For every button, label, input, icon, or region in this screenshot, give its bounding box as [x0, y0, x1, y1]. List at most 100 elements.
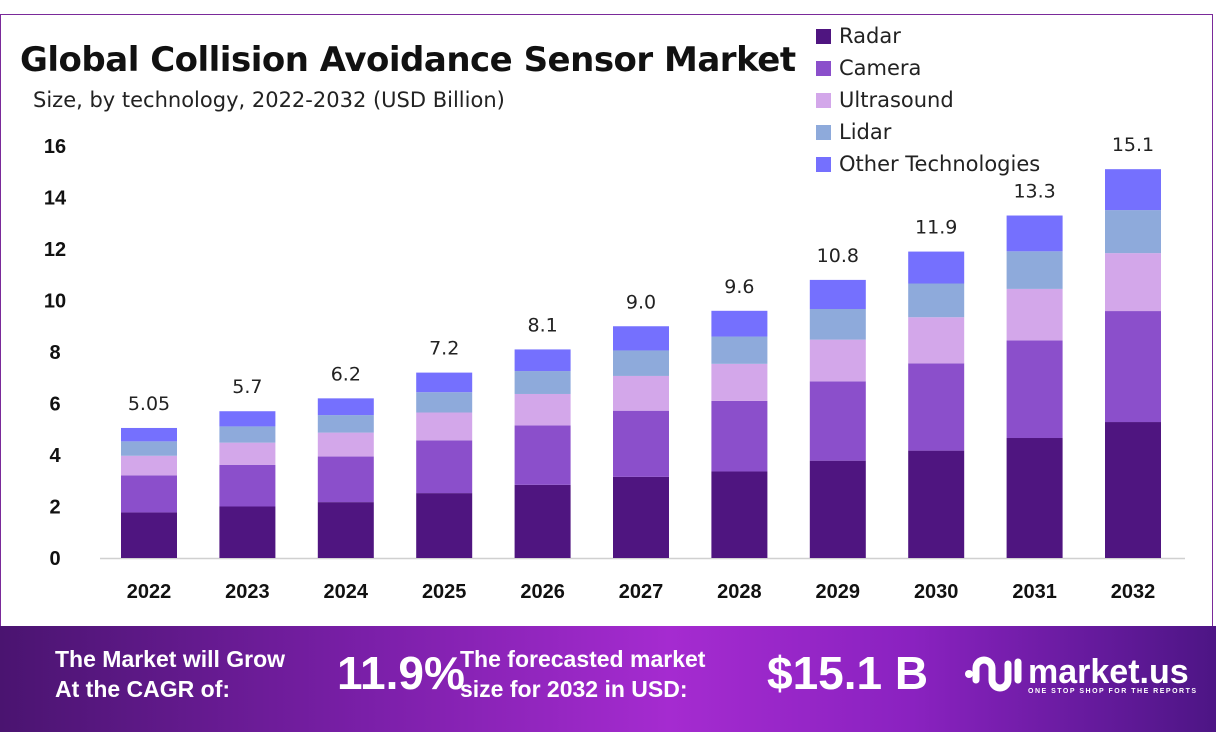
- bar-segment-other-technologies: [613, 326, 669, 351]
- legend-item: Radar: [816, 20, 1040, 52]
- legend-item: Camera: [816, 52, 1040, 84]
- total-label: 10.8: [817, 245, 859, 267]
- bar-segment-ultrasound: [514, 393, 571, 426]
- bar-segment-ultrasound: [908, 317, 965, 364]
- bar-segment-ultrasound: [219, 442, 276, 465]
- bar-segment-radar: [711, 471, 768, 558]
- y-tick-label: 12: [44, 239, 66, 261]
- x-tick-label: 2022: [127, 581, 172, 603]
- y-tick-label: 16: [44, 136, 66, 158]
- total-label: 5.05: [128, 393, 170, 415]
- total-label: 13.3: [1013, 181, 1055, 203]
- forecast-label: The forecasted market size for 2032 in U…: [460, 644, 705, 704]
- market-us-logo: market.us ONE STOP SHOP FOR THE REPORTS: [962, 650, 1198, 698]
- legend-item: Ultrasound: [816, 84, 1040, 116]
- bar-segment-camera: [711, 400, 768, 472]
- bar-segment-ultrasound: [121, 455, 177, 476]
- bar-segment-other-technologies: [908, 251, 965, 284]
- x-tick-label: 2023: [225, 581, 270, 603]
- bar-segment-ultrasound: [317, 432, 374, 457]
- total-label: 11.9: [915, 217, 957, 239]
- forecast-label-line1: The forecasted market: [460, 646, 706, 672]
- bar-segment-radar: [809, 460, 866, 558]
- legend-label: Ultrasound: [839, 88, 954, 112]
- x-tick-label: 2024: [324, 581, 369, 603]
- legend-item: Lidar: [816, 116, 1040, 148]
- bar-segment-lidar: [219, 426, 276, 443]
- bar-segment-lidar: [613, 350, 669, 376]
- chart-subtitle: Size, by technology, 2022-2032 (USD Bill…: [33, 88, 505, 112]
- total-label: 9.0: [626, 291, 656, 313]
- logo-wordmark: market.us: [1028, 653, 1189, 691]
- x-tick-label: 2031: [1012, 581, 1057, 603]
- logo-icon: [965, 656, 1022, 692]
- bar-segment-camera: [317, 456, 374, 503]
- bar-segment-lidar: [416, 392, 473, 413]
- legend-label: Lidar: [839, 120, 892, 144]
- bar-segment-lidar: [1006, 251, 1063, 289]
- bar-segment-lidar: [809, 308, 866, 340]
- logo-tagline: ONE STOP SHOP FOR THE REPORTS: [1028, 688, 1198, 695]
- legend-label: Radar: [839, 24, 901, 48]
- bar-segment-radar: [121, 512, 177, 558]
- total-label: 7.2: [429, 338, 459, 360]
- bar-segment-lidar: [317, 415, 374, 433]
- legend-swatch: [816, 124, 831, 140]
- bar-segment-radar: [1006, 438, 1063, 558]
- x-tick-label: 2026: [520, 581, 565, 603]
- bar-segment-camera: [416, 440, 473, 494]
- bar-segment-other-technologies: [416, 372, 473, 393]
- x-tick-label: 2025: [422, 581, 467, 603]
- x-tick-label: 2029: [816, 581, 861, 603]
- bar-segment-radar: [514, 484, 571, 558]
- bar-segment-camera: [1105, 311, 1161, 423]
- bar-segment-lidar: [121, 441, 177, 456]
- bar-segment-ultrasound: [613, 375, 669, 411]
- y-tick-label: 4: [49, 445, 61, 467]
- bar-segment-radar: [613, 476, 669, 558]
- bar-segment-radar: [219, 506, 276, 558]
- bar-segment-camera: [809, 381, 866, 461]
- legend-swatch: [816, 92, 831, 108]
- total-label: 6.2: [331, 363, 361, 385]
- cagr-value: 11.9%: [337, 647, 465, 699]
- bar-segment-lidar: [908, 283, 965, 318]
- bar-segment-camera: [219, 464, 276, 507]
- bar-segment-camera: [121, 475, 177, 513]
- y-tick-label: 6: [49, 394, 60, 416]
- chart-legend: Radar Camera Ultrasound Lidar Other Technolo…: [816, 20, 1040, 180]
- summary-banner: The Market will Grow At the CAGR of: 11.…: [0, 626, 1216, 732]
- total-label: 15.1: [1112, 134, 1154, 156]
- legend-item: Other Technologies: [816, 148, 1040, 180]
- bar-segment-camera: [514, 425, 571, 485]
- cagr-label: The Market will Grow At the CAGR of:: [55, 644, 285, 704]
- legend-label: Other Technologies: [839, 152, 1041, 176]
- cagr-label-line1: The Market will Grow: [55, 646, 286, 672]
- bar-segment-camera: [908, 363, 965, 451]
- bar-segment-other-technologies: [1006, 215, 1063, 252]
- stacked-bar-chart: 0 2 4 6 8 10 12 14 16 5.05 2022 5.7 2023 6.2 2024 7.2 20…: [44, 134, 1185, 603]
- bar-segment-radar: [416, 493, 473, 558]
- bar-segment-other-technologies: [514, 349, 571, 372]
- bar-segment-other-technologies: [317, 398, 374, 416]
- x-tick-label: 2028: [717, 581, 762, 603]
- y-tick-label: 10: [44, 291, 66, 313]
- bar-segment-other-technologies: [711, 310, 768, 337]
- bar-segment-ultrasound: [711, 363, 768, 401]
- bar-segment-lidar: [514, 371, 571, 394]
- legend-swatch: [816, 60, 831, 76]
- y-tick-label: 8: [49, 342, 60, 364]
- x-tick-label: 2030: [914, 581, 959, 603]
- bar-segment-ultrasound: [809, 339, 866, 382]
- x-tick-label: 2027: [619, 581, 664, 603]
- x-tick-label: 2032: [1111, 581, 1156, 603]
- bar-segment-camera: [613, 410, 669, 477]
- total-label: 5.7: [232, 376, 262, 398]
- total-label: 8.1: [527, 314, 557, 336]
- bar-segment-radar: [908, 450, 965, 558]
- legend-swatch: [816, 156, 831, 172]
- bar-segment-ultrasound: [1006, 288, 1063, 341]
- chart-title: Global Collision Avoidance Sensor Market: [20, 40, 796, 80]
- bar-segment-other-technologies: [121, 427, 177, 442]
- forecast-value: $15.1 B: [767, 647, 929, 699]
